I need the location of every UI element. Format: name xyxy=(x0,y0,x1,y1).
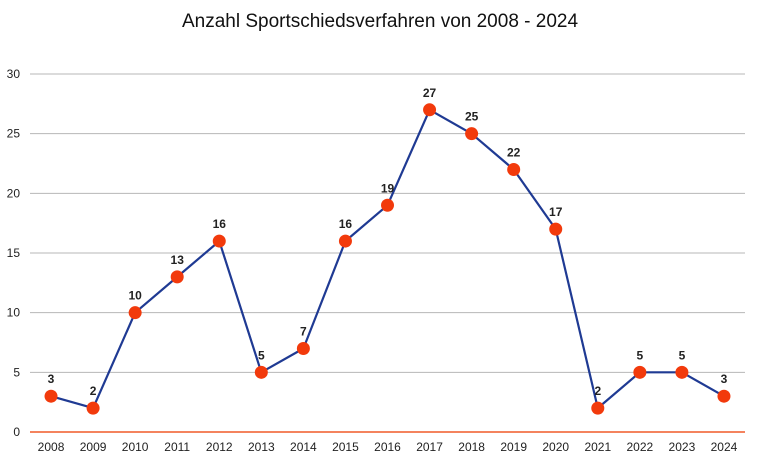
data-label: 2 xyxy=(90,384,97,398)
data-point xyxy=(338,234,352,248)
data-point xyxy=(549,222,563,236)
data-label: 7 xyxy=(300,324,307,338)
data-point xyxy=(381,198,394,212)
data-point xyxy=(717,389,731,403)
data-point xyxy=(591,401,605,415)
series-markers xyxy=(44,103,731,415)
x-tick-label: 2017 xyxy=(416,440,443,454)
x-tick-label: 2021 xyxy=(584,440,611,454)
y-tick-label: 30 xyxy=(7,67,21,81)
data-point xyxy=(423,103,437,117)
data-label: 2 xyxy=(594,384,601,398)
x-tick-label: 2013 xyxy=(248,440,275,454)
data-point xyxy=(44,389,58,403)
data-label: 3 xyxy=(48,372,55,386)
x-tick-label: 2016 xyxy=(374,440,401,454)
chart-title: Anzahl Sportschiedsverfahren von 2008 - … xyxy=(182,11,579,32)
data-label: 27 xyxy=(423,86,437,100)
data-point xyxy=(212,234,226,248)
gridlines xyxy=(30,73,745,433)
x-tick-label: 2020 xyxy=(542,440,569,454)
y-tick-label: 5 xyxy=(13,365,20,379)
data-label: 5 xyxy=(637,348,644,362)
data-label: 16 xyxy=(339,217,353,231)
data-label: 13 xyxy=(171,253,185,267)
y-tick-label: 15 xyxy=(7,246,21,260)
x-tick-label: 2008 xyxy=(38,440,65,454)
y-axis-ticks: 0 5 10 15 20 25 30 xyxy=(7,67,21,439)
data-point xyxy=(86,401,100,415)
x-tick-label: 2023 xyxy=(669,440,696,454)
data-label: 22 xyxy=(507,145,521,159)
x-tick-label: 2012 xyxy=(206,440,233,454)
y-tick-label: 25 xyxy=(7,127,21,141)
series-line xyxy=(50,108,725,410)
x-tick-label: 2024 xyxy=(711,440,738,454)
data-point xyxy=(507,162,521,176)
x-tick-label: 2019 xyxy=(500,440,527,454)
y-tick-label: 0 xyxy=(13,425,20,439)
data-label: 19 xyxy=(381,181,395,195)
data-point xyxy=(465,127,479,141)
data-point xyxy=(170,270,184,284)
y-tick-label: 20 xyxy=(7,186,21,200)
data-point xyxy=(128,306,142,320)
data-point xyxy=(633,365,647,379)
x-tick-label: 2022 xyxy=(627,440,654,454)
x-axis-ticks: 2008 2009 2010 2011 2012 2013 2014 2015 2016 2017… xyxy=(38,440,738,454)
x-tick-label: 2014 xyxy=(290,440,317,454)
data-point xyxy=(675,365,689,379)
data-label: 10 xyxy=(128,289,142,303)
x-tick-label: 2009 xyxy=(80,440,107,454)
x-tick-label: 2015 xyxy=(332,440,359,454)
data-label: 16 xyxy=(213,217,227,231)
y-tick-label: 10 xyxy=(7,306,21,320)
data-label: 5 xyxy=(258,348,265,362)
data-point xyxy=(254,365,268,379)
x-tick-label: 2010 xyxy=(122,440,149,454)
series-line-group xyxy=(50,108,725,410)
data-label: 17 xyxy=(549,205,563,219)
data-label: 3 xyxy=(721,372,728,386)
data-point xyxy=(296,341,310,355)
data-label: 25 xyxy=(465,110,479,124)
x-tick-label: 2018 xyxy=(458,440,485,454)
data-label: 5 xyxy=(679,348,686,362)
x-tick-label: 2011 xyxy=(164,440,190,454)
